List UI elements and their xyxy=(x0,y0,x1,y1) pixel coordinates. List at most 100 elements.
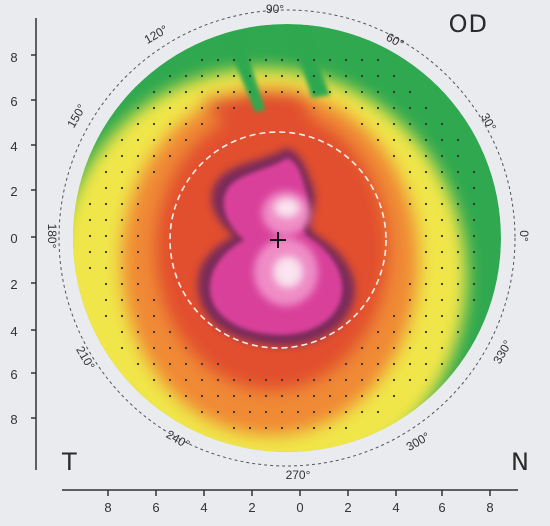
grid-dot xyxy=(456,138,460,142)
grid-dot xyxy=(392,378,396,382)
grid-dot xyxy=(136,314,140,318)
grid-dot xyxy=(120,314,124,318)
grid-dot xyxy=(456,186,460,190)
grid-dot xyxy=(424,250,428,254)
grid-dot xyxy=(456,282,460,286)
central-zone-circle xyxy=(169,131,387,349)
grid-dot xyxy=(232,74,236,78)
grid-dot xyxy=(424,298,428,302)
grid-dot xyxy=(328,394,332,398)
grid-dot xyxy=(424,234,428,238)
grid-dot xyxy=(280,394,284,398)
grid-dot xyxy=(136,250,140,254)
grid-dot xyxy=(440,122,444,126)
grid-dot xyxy=(312,58,316,62)
grid-dot xyxy=(168,394,172,398)
bottom-axis-labels: 8 6 4 2 0 2 4 6 8 xyxy=(104,500,493,515)
left-tick-label: 6 xyxy=(10,367,17,382)
grid-dot xyxy=(264,410,268,414)
center-crosshair xyxy=(270,232,286,248)
grid-dot xyxy=(424,330,428,334)
grid-dot xyxy=(136,202,140,206)
grid-dot xyxy=(360,90,364,94)
grid-dot xyxy=(152,106,156,110)
bottom-tick-label: 0 xyxy=(296,500,303,515)
grid-dot xyxy=(376,74,380,78)
grid-dot xyxy=(152,90,156,94)
grid-dot xyxy=(104,266,108,270)
grid-dot xyxy=(456,298,460,302)
bottom-tick-label: 8 xyxy=(104,500,111,515)
grid-dot xyxy=(264,378,268,382)
grid-dot xyxy=(248,378,252,382)
grid-dot xyxy=(440,202,444,206)
grid-dot xyxy=(280,378,284,382)
grid-dot xyxy=(296,426,300,430)
grid-dot xyxy=(472,202,476,206)
grid-dot xyxy=(376,330,380,334)
angle-label-210: 210° xyxy=(73,344,98,373)
grid-dot xyxy=(376,106,380,110)
grid-dot xyxy=(440,138,444,142)
grid-dot xyxy=(296,58,300,62)
grid-dot xyxy=(120,186,124,190)
grid-dot xyxy=(440,266,444,270)
grid-dot xyxy=(248,58,252,62)
bottom-tick-label: 6 xyxy=(152,500,159,515)
grid-dot xyxy=(280,74,284,78)
grid-dot xyxy=(152,298,156,302)
bottom-tick-label: 4 xyxy=(200,500,207,515)
grid-dot xyxy=(184,90,188,94)
left-tick-label: 4 xyxy=(10,139,17,154)
grid-dot xyxy=(168,90,172,94)
grid-dot xyxy=(392,154,396,158)
grid-dot xyxy=(280,90,284,94)
grid-dot xyxy=(200,90,204,94)
grid-dot xyxy=(328,90,332,94)
left-tick-label: 4 xyxy=(10,324,17,339)
grid-dot xyxy=(408,330,412,334)
grid-dot xyxy=(264,74,268,78)
bottom-axis xyxy=(62,489,518,496)
grid-dot xyxy=(152,170,156,174)
grid-dot xyxy=(184,106,188,110)
grid-dot xyxy=(88,250,92,254)
grid-dot xyxy=(200,362,204,366)
temporal-label: T xyxy=(62,448,77,476)
grid-dot xyxy=(136,298,140,302)
grid-dot xyxy=(440,234,444,238)
grid-dot xyxy=(424,282,428,286)
bottom-tick-label: 8 xyxy=(486,500,493,515)
grid-dot xyxy=(136,234,140,238)
grid-dot xyxy=(120,266,124,270)
grid-dot xyxy=(136,154,140,158)
grid-dot xyxy=(312,394,316,398)
grid-dot xyxy=(88,218,92,222)
grid-dot xyxy=(184,138,188,142)
grid-dot xyxy=(136,186,140,190)
left-tick-label: 2 xyxy=(10,184,17,199)
grid-dot xyxy=(408,154,412,158)
grid-dot xyxy=(344,106,348,110)
grid-dot xyxy=(104,186,108,190)
grid-dot xyxy=(392,330,396,334)
grid-dot xyxy=(104,250,108,254)
grid-dot xyxy=(440,186,444,190)
bottom-tick-label: 2 xyxy=(248,500,255,515)
grid-dot xyxy=(424,314,428,318)
grid-dot xyxy=(424,138,428,142)
grid-dot xyxy=(168,74,172,78)
grid-dot xyxy=(312,426,316,430)
grid-dot xyxy=(376,90,380,94)
grid-dot xyxy=(440,154,444,158)
grid-dot xyxy=(136,106,140,110)
grid-dot xyxy=(456,202,460,206)
grid-dot xyxy=(152,314,156,318)
grid-dot xyxy=(248,410,252,414)
grid-dot xyxy=(328,106,332,110)
grid-dot xyxy=(216,394,220,398)
bottom-tick-label: 4 xyxy=(392,500,399,515)
grid-dot xyxy=(424,202,428,206)
grid-dot xyxy=(376,362,380,366)
grid-dot xyxy=(472,170,476,174)
